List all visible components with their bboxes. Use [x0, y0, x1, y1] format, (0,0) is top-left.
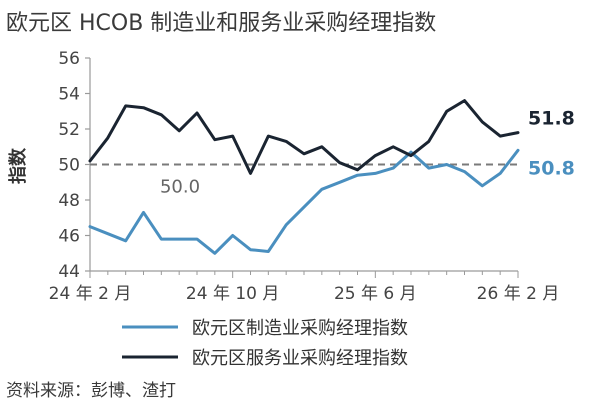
services-pmi-line	[88, 99, 520, 175]
y-tick-label: 50	[58, 156, 80, 176]
y-tick-label: 44	[58, 262, 80, 282]
y-axis-label: 指数	[7, 147, 29, 184]
services-end-label: 51.8	[528, 108, 575, 130]
y-tick-label: 54	[58, 85, 80, 105]
x-axis: 24 年 2 月 24 年 10 月 25 年 6 月 26 年 2 月	[49, 270, 560, 304]
y-axis-ticks: 44 46 48 50 52 54 56	[58, 49, 91, 282]
y-tick-label: 52	[58, 120, 80, 140]
x-tick-label: 26 年 2 月	[477, 284, 560, 304]
legend-entry: 欧元区服务业采购经理指数	[192, 348, 408, 369]
legend-entry: 欧元区制造业采购经理指数	[192, 318, 408, 339]
x-tick-label: 24 年 10 月	[186, 284, 279, 304]
y-tick-label: 48	[58, 191, 80, 211]
x-tick-label: 24 年 2 月	[49, 284, 132, 304]
reference-line-label: 50.0	[160, 177, 200, 198]
series-lines	[88, 99, 520, 255]
chart-title: 欧元区 HCOB 制造业和服务业采购经理指数	[6, 11, 436, 36]
source-note: 资料来源：彭博、渣打	[6, 381, 176, 401]
x-tick-label: 25 年 6 月	[334, 284, 417, 304]
y-tick-label: 56	[58, 49, 80, 69]
manufacturing-end-label: 50.8	[528, 157, 575, 179]
reference-line-group: 50.0	[90, 163, 518, 198]
manufacturing-pmi-line	[88, 148, 520, 255]
end-labels: 50.8 51.8	[528, 108, 575, 180]
y-tick-label: 46	[58, 227, 80, 247]
